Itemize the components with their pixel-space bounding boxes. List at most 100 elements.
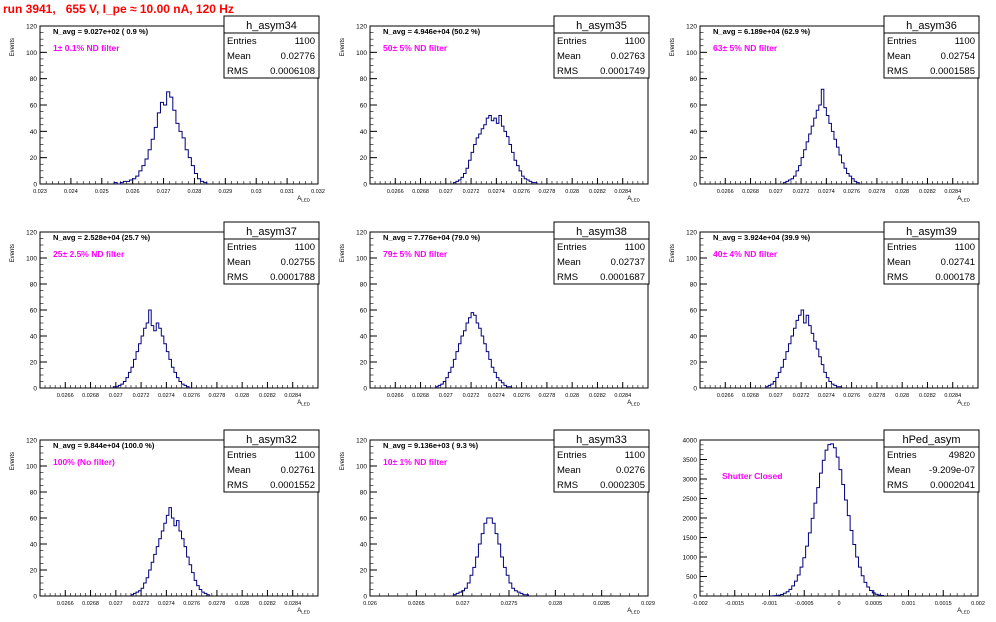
y-tick-label: 60 <box>360 103 368 110</box>
x-tick-label: 0.001 <box>902 601 916 607</box>
histogram-line <box>765 309 843 388</box>
y-tick-label: 120 <box>686 230 697 237</box>
y-tick-label: 80 <box>360 282 368 289</box>
filter-annotation: 10± 1% ND filter <box>383 457 448 467</box>
x-tick-label: 0.0272 <box>463 189 480 195</box>
y-axis-label: Events <box>10 38 16 56</box>
x-tick-label: 0.0278 <box>538 393 555 399</box>
histogram-name: h_asym32 <box>246 434 297 446</box>
y-tick-label: 100 <box>686 256 697 263</box>
run-title: run 3941, 655 V, I_pe ≈ 10.00 nA, 120 Hz <box>3 2 234 16</box>
x-tick-label: 0.027 <box>769 393 783 399</box>
stat-mean-label: Mean <box>887 51 911 62</box>
y-tick-label: 2500 <box>683 496 698 503</box>
x-tick-label: 0.0266 <box>57 601 74 607</box>
y-axis-label: Events <box>10 452 16 470</box>
y-tick-label: 40 <box>360 542 368 549</box>
x-tick-label: 0.023 <box>33 189 47 195</box>
x-tick-label: 0.027 <box>439 393 453 399</box>
stat-rms-label: RMS <box>887 272 908 283</box>
stats-box-frame <box>553 15 650 79</box>
x-axis-label-subscript: LED <box>631 610 641 615</box>
histogram-name: h_asym35 <box>576 20 627 32</box>
x-tick-label: 0.0284 <box>614 393 631 399</box>
stat-mean-value: 0.02741 <box>941 257 975 268</box>
x-tick-label: 0.0276 <box>513 393 530 399</box>
y-tick-label: 100 <box>26 256 37 263</box>
y-tick-label: 20 <box>360 360 368 367</box>
y-axis-label: Events <box>340 452 346 470</box>
x-tick-label: 0.0268 <box>82 601 99 607</box>
filter-annotation: 79± 5% ND filter <box>383 249 448 259</box>
x-tick-label: 0.0282 <box>259 393 276 399</box>
histogram-name: hPed_asym <box>902 434 960 446</box>
x-tick-label: 0.031 <box>280 189 294 195</box>
y-tick-label: 60 <box>690 103 698 110</box>
x-axis-label-subscript: LED <box>631 198 641 203</box>
x-tick-label: 0.028 <box>895 393 909 399</box>
stat-mean-label: Mean <box>887 465 911 476</box>
x-tick-label: 0.0275 <box>501 601 518 607</box>
stat-entries-label: Entries <box>227 450 257 461</box>
x-axis-label-subscript: LED <box>961 198 971 203</box>
x-tick-label: 0.0284 <box>944 189 961 195</box>
x-tick-label: 0.0276 <box>183 393 200 399</box>
y-tick-label: 100 <box>356 50 367 57</box>
stat-entries-value: 1100 <box>955 36 975 47</box>
x-tick-label: 0.025 <box>95 189 109 195</box>
y-tick-label: 60 <box>30 308 38 315</box>
filter-annotation: 40± 4% ND filter <box>713 249 778 259</box>
n-avg-label: N_avg = 2.528e+04 (25.7 %) <box>53 233 151 242</box>
stat-rms-label: RMS <box>227 66 248 77</box>
stat-rms-value: 0.0001687 <box>600 272 645 283</box>
x-tick-label: 0.0282 <box>259 601 276 607</box>
x-axis-label-subscript: LED <box>301 198 311 203</box>
x-axis-label-subscript: LED <box>301 610 311 615</box>
y-tick-label: 80 <box>690 282 698 289</box>
x-tick-label: 0.0272 <box>793 189 810 195</box>
y-tick-label: 120 <box>686 24 697 31</box>
y-tick-label: 40 <box>690 129 698 136</box>
stats-box-frame <box>553 429 650 493</box>
histogram-name: h_asym39 <box>906 226 957 238</box>
filter-annotation: 1± 0.1% ND filter <box>53 43 120 53</box>
y-tick-label: 100 <box>26 464 37 471</box>
stat-mean-label: Mean <box>557 257 581 268</box>
stat-mean-label: Mean <box>227 257 251 268</box>
x-tick-label: 0.0284 <box>284 601 301 607</box>
stats-box: h_asym32 Entries 1100 Mean 0.02761 RMS 0.00015… <box>223 429 320 493</box>
histogram-line <box>435 312 513 388</box>
y-tick-label: 500 <box>686 574 697 581</box>
stat-mean-value: 0.02761 <box>281 465 315 476</box>
x-tick-label: 0.026 <box>126 189 140 195</box>
n-avg-label: N_avg = 9.136e+03 ( 9.3 %) <box>383 441 479 450</box>
stat-mean-value: 0.0276 <box>616 465 645 476</box>
x-tick-label: 0.028 <box>565 393 579 399</box>
stat-rms-value: 0.000178 <box>935 272 975 283</box>
x-tick-label: 0.029 <box>641 601 655 607</box>
x-tick-label: 0.0284 <box>944 393 961 399</box>
x-tick-label: 0.0278 <box>538 189 555 195</box>
x-tick-label: 0.0274 <box>818 189 835 195</box>
x-tick-label: 0.0274 <box>488 189 505 195</box>
stat-mean-value: 0.02763 <box>611 51 645 62</box>
y-tick-label: 0 <box>33 182 37 189</box>
x-axis-label: ALED <box>627 400 641 407</box>
histogram-panel-h_asym34: 0 20 40 60 80 100 120 0.023 0.024 0.025 0.026 0.027… <box>10 15 325 203</box>
y-tick-label: 20 <box>30 360 38 367</box>
histogram-panel-h_asym37: 0 20 40 60 80 100 120 0.0266 0.0268 0.027 0.0272 0.… <box>10 221 320 407</box>
x-tick-label: -0.0005 <box>795 601 814 607</box>
y-tick-label: 4000 <box>683 438 698 445</box>
x-tick-label: 0.002 <box>971 601 985 607</box>
y-tick-label: 80 <box>360 490 368 497</box>
x-axis-label: ALED <box>957 400 971 407</box>
stat-entries-value: 1100 <box>625 242 645 253</box>
x-axis-label-subscript: LED <box>961 610 971 615</box>
y-tick-label: 60 <box>360 308 368 315</box>
x-tick-label: 0.0278 <box>868 189 885 195</box>
x-tick-label: 0.0268 <box>412 189 429 195</box>
x-tick-label: 0.027 <box>109 601 123 607</box>
stat-entries-value: 1100 <box>295 242 315 253</box>
x-tick-label: 0.0005 <box>865 601 882 607</box>
stat-mean-value: 0.02776 <box>281 51 315 62</box>
